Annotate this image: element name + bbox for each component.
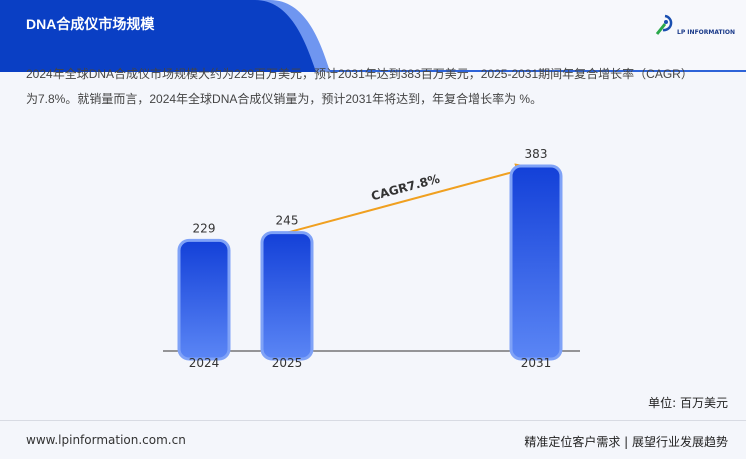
website-link[interactable]: www.lpinformation.com.cn xyxy=(26,433,186,447)
x-tick-label: 2031 xyxy=(521,356,552,370)
cagr-label: CAGR7.8% xyxy=(370,172,442,204)
data-label: 229 xyxy=(193,221,216,235)
header: DNA合成仪市场规模 LP INFORMATION xyxy=(0,0,746,72)
logo-text: LP INFORMATION xyxy=(677,29,735,36)
slogan: 精准定位客户需求 | 展望行业发展趋势 xyxy=(524,435,728,449)
bar-2025 xyxy=(260,231,314,361)
unit-label: 单位: 百万美元 xyxy=(648,396,728,410)
description-line: 2024年全球DNA合成仪市场规模大约为229百万美元，预计2031年达到383… xyxy=(26,67,693,81)
description-line: 为7.8%。就销量而言，2024年全球DNA合成仪销量为，预计2031年将达到，… xyxy=(26,92,543,106)
header-band xyxy=(0,0,320,72)
logo: LP INFORMATION xyxy=(655,14,735,36)
description: 2024年全球DNA合成仪市场规模大约为229百万美元，预计2031年达到383… xyxy=(26,62,726,112)
cagr-arrow xyxy=(286,163,532,234)
bar-2024 xyxy=(177,238,231,361)
x-tick-label: 2025 xyxy=(272,356,303,370)
data-label: 383 xyxy=(525,147,548,161)
divider xyxy=(0,420,746,421)
logo-icon xyxy=(655,14,673,35)
x-tick-label: 2024 xyxy=(189,356,220,370)
page-title: DNA合成仪市场规模 xyxy=(26,16,155,32)
bar-2031 xyxy=(509,164,563,361)
data-label: 245 xyxy=(276,214,299,228)
